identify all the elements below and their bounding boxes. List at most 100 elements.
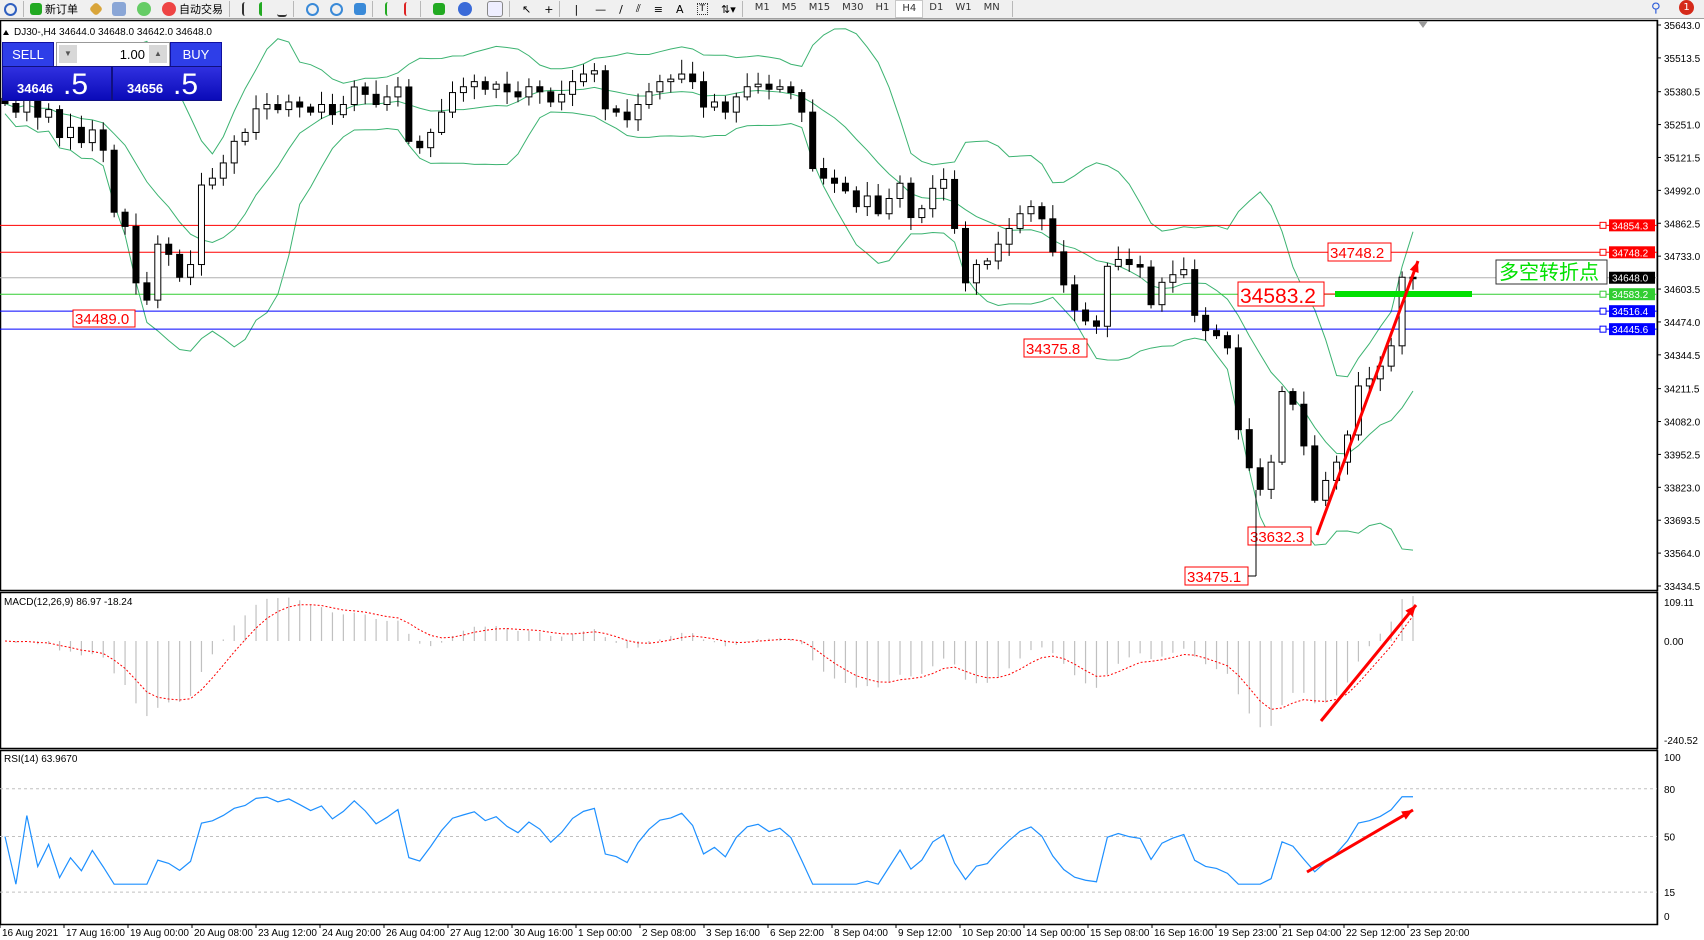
candle-body <box>754 83 762 88</box>
lot-size-value[interactable]: 1.00 <box>119 47 145 62</box>
timeframe-mn[interactable]: MN <box>983 2 1000 13</box>
rsi-trend-arrow[interactable] <box>1306 808 1414 874</box>
search-icon[interactable]: ⚲ <box>1651 1 1661 16</box>
rsi-trend-arrow-head-icon <box>1401 810 1413 820</box>
toolbar-divider <box>293 1 294 17</box>
macd-trend-arrow[interactable] <box>1319 604 1418 722</box>
templates-icon[interactable] <box>487 1 503 17</box>
line-handle[interactable] <box>1599 248 1607 256</box>
buy-price[interactable]: 34656 .5 <box>112 66 222 101</box>
timeframe-m5[interactable]: M5 <box>781 2 797 13</box>
candle-body <box>56 109 64 139</box>
timeframe-h4[interactable]: H4 <box>895 0 924 18</box>
toolbar: 新订单 自动交易 ↖ + | — / ⫽ ≡ A T ⇅▾ M1 M5 M15 M30… <box>0 0 1704 19</box>
periods-icon[interactable] <box>458 2 472 16</box>
price-axis-label: 33823.0 <box>1664 483 1701 494</box>
text-icon[interactable]: A <box>676 2 684 16</box>
fibonacci-icon[interactable]: ≡ <box>653 2 663 16</box>
zoom-out-icon[interactable] <box>330 2 343 16</box>
price-label-box[interactable] <box>1247 526 1312 546</box>
timeframe-h1[interactable]: H1 <box>875 2 890 13</box>
candle <box>1136 255 1144 278</box>
candle <box>1289 388 1297 411</box>
auto-trading-button[interactable]: 自动交易 <box>179 3 223 16</box>
candle <box>66 113 74 150</box>
one-click-trading-panel: SELL ▼ 1.00 ▲ BUY 34646 .5 34656 .5 <box>2 42 222 101</box>
candle-body <box>361 86 369 95</box>
timeframe-m15[interactable]: M15 <box>808 2 831 13</box>
line-handle[interactable] <box>1599 221 1607 229</box>
candle-body <box>350 86 358 106</box>
candle-body <box>1387 345 1395 367</box>
text-label-icon[interactable]: T <box>696 3 709 15</box>
arrows-icon[interactable]: ⇅▾ <box>721 2 736 16</box>
vertical-line-icon[interactable]: | <box>574 2 579 16</box>
trendline-icon[interactable]: / <box>619 2 623 16</box>
sell-button[interactable]: SELL <box>2 42 54 67</box>
line-handle[interactable] <box>1599 307 1607 315</box>
lot-decrease-icon[interactable]: ▼ <box>59 45 77 63</box>
line-chart-icon[interactable] <box>277 1 287 17</box>
auto-scroll-icon[interactable] <box>385 2 395 16</box>
indicators-icon[interactable] <box>433 3 445 15</box>
bar-chart-icon[interactable] <box>242 2 250 16</box>
line-handle[interactable] <box>1599 325 1607 333</box>
price-label-box[interactable] <box>1327 242 1392 262</box>
sell-price[interactable]: 34646 .5 <box>2 66 112 101</box>
channel-icon[interactable]: ⫽ <box>635 2 641 15</box>
candle <box>1092 315 1100 334</box>
signal-icon[interactable] <box>137 2 151 16</box>
price-axis-label: 33952.5 <box>1664 450 1701 461</box>
zoom-in-icon[interactable] <box>306 2 319 16</box>
price-tag <box>1609 288 1655 301</box>
price-tag <box>1609 246 1655 259</box>
timeframe-m1[interactable]: M1 <box>754 2 770 13</box>
price-tag <box>1609 305 1655 318</box>
candle-body <box>143 282 151 301</box>
candle-body <box>230 140 238 164</box>
candle-body <box>721 101 729 113</box>
price-label-box[interactable] <box>1237 281 1325 307</box>
cursor-icon[interactable]: ↖ <box>522 2 532 16</box>
candle-body <box>994 243 1002 262</box>
new-order-button[interactable]: 新订单 <box>45 3 78 16</box>
line-handle[interactable] <box>1599 290 1607 298</box>
chart-shift-marker-icon[interactable] <box>1418 21 1428 28</box>
tile-windows-icon[interactable] <box>354 3 366 15</box>
horizontal-line-icon[interactable]: — <box>595 2 607 16</box>
toolbar-divider <box>23 1 24 17</box>
chart-shift-icon[interactable] <box>404 2 414 16</box>
macd-axis-label: 109.11 <box>1664 598 1694 609</box>
lot-increase-icon[interactable]: ▲ <box>149 45 167 63</box>
candle <box>907 177 915 230</box>
candle <box>743 73 751 101</box>
candle <box>1169 260 1177 293</box>
notification-badge[interactable]: 1 <box>1679 0 1694 15</box>
timeframe-w1[interactable]: W1 <box>955 2 972 13</box>
price-label-box[interactable] <box>1023 338 1088 358</box>
candle <box>350 80 358 112</box>
price-label-box[interactable] <box>72 309 136 328</box>
timeframe-m30[interactable]: M30 <box>842 2 864 13</box>
candle <box>405 79 413 145</box>
price-trend-arrow[interactable] <box>1315 260 1420 536</box>
candle <box>514 81 522 103</box>
candle <box>197 172 205 276</box>
zoom-icon[interactable] <box>4 2 17 16</box>
candle <box>176 249 184 282</box>
candle-body <box>274 104 282 111</box>
candle-body <box>1071 284 1079 311</box>
lot-size-field[interactable]: ▼ 1.00 ▲ <box>56 42 170 67</box>
timeframe-d1[interactable]: D1 <box>929 2 944 13</box>
candle-body <box>1256 467 1264 490</box>
collapse-triangle-icon[interactable] <box>3 30 9 35</box>
pivot-text-box[interactable] <box>1495 259 1608 285</box>
crosshair-icon[interactable]: + <box>544 2 554 16</box>
time-axis-label: 24 Aug 20:00 <box>322 928 381 939</box>
buy-button[interactable]: BUY <box>170 42 222 67</box>
candlestick-icon[interactable] <box>259 2 268 16</box>
candle-body <box>678 73 686 80</box>
history-icon[interactable] <box>112 2 126 16</box>
market-watch-icon[interactable] <box>88 1 104 17</box>
